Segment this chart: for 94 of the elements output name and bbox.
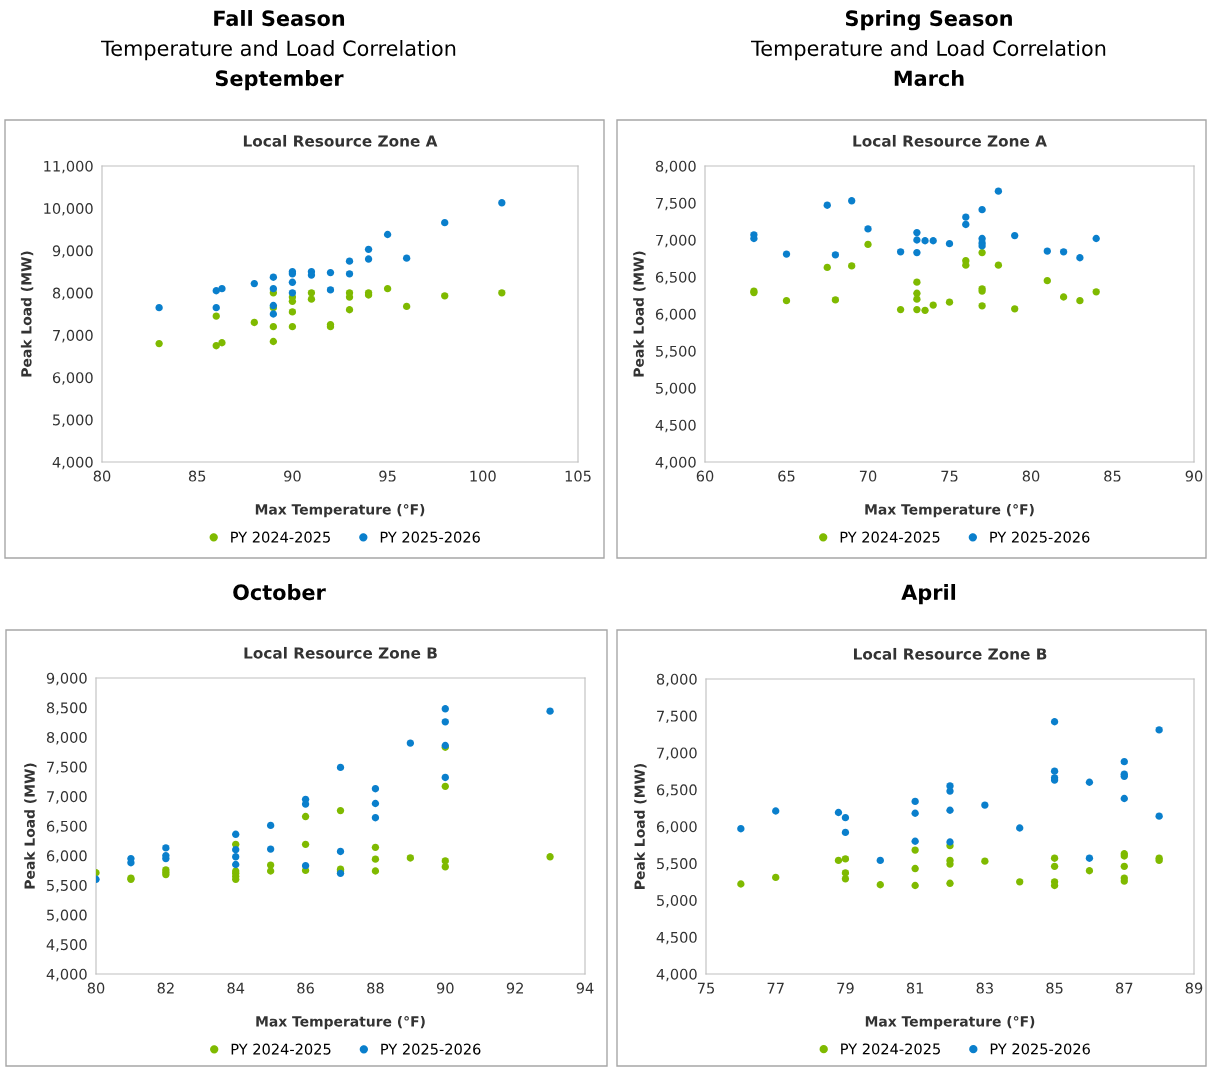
y-tick-label: 8,000 [655,160,696,174]
x-tick-label: 75 [697,982,714,994]
x-tick-label: 86 [297,982,314,994]
chart-title: Local Resource Zone B [244,646,437,659]
x-tick-label: 95 [379,470,396,482]
y-tick-label: 7,000 [657,747,697,760]
text: Spring Season [845,10,1012,31]
x-tick-label: 80 [93,470,111,482]
y-tick-label: 4,500 [655,419,696,433]
chart-title: Local Resource Zone A [853,134,1047,147]
y-tick-label: 9,000 [46,672,87,686]
y-tick-label: 6,000 [655,308,696,322]
x-tick-label: 60 [696,470,714,482]
y-tick-label: 4,000 [656,968,697,982]
x-tick-label: 81 [906,982,924,994]
y-tick-label: 5,000 [657,894,697,908]
y-tick-label: 5,500 [657,858,697,871]
y-tick-label: 6,000 [46,850,87,863]
legend-label: PY 2024-2025 [840,531,940,543]
legend-label: PY 2025-2026 [381,1043,481,1055]
y-tick-label: 4,500 [46,939,87,952]
x-tick-label: 80 [87,982,105,994]
y-tick-label: 8,000 [656,673,697,687]
x-tick-label: 90 [284,470,301,482]
x-tick-label: 77 [767,982,784,994]
y-tick-label: 8,500 [46,702,87,715]
x-tick-label: 85 [1104,470,1121,482]
y-axis-title: Peak Load (MW) [633,251,646,377]
y-tick-label: 7,500 [657,710,697,724]
text: March [894,70,964,87]
chart-title: Local Resource Zone A [243,134,438,147]
x-tick-label: 65 [778,470,795,482]
text: October [233,584,326,601]
y-tick-label: 5,500 [656,345,696,359]
x-tick-label: 87 [1116,982,1133,994]
y-tick-label: 5,000 [656,382,696,396]
y-tick-label: 7,000 [656,234,696,248]
y-tick-label: 5,000 [47,909,87,923]
y-tick-label: 6,500 [656,784,697,797]
y-tick-label: 5,000 [53,414,93,427]
y-tick-label: 4,000 [46,968,87,982]
legend-label: PY 2025-2026 [990,1043,1090,1055]
x-tick-label: 82 [157,982,174,994]
x-tick-label: 100 [470,470,496,482]
x-axis-title: Max Temperature (°F) [255,503,425,518]
x-tick-label: 90 [1185,470,1203,482]
text: September [215,70,344,91]
y-tick-label: 4,500 [656,931,697,945]
y-tick-label: 7,500 [47,761,87,775]
x-axis-title: Max Temperature (°F) [865,503,1034,518]
x-tick-label: 84 [227,982,245,994]
y-tick-label: 6,500 [46,820,87,834]
y-tick-label: 6,000 [52,372,93,385]
text: April [901,584,956,605]
y-tick-label: 7,000 [47,791,87,804]
y-axis-title: Peak Load (MW) [20,251,34,377]
x-tick-label: 75 [941,470,958,482]
y-axis-title: Peak Load (MW) [634,763,647,889]
x-tick-label: 85 [188,470,206,482]
x-tick-label: 105 [565,470,591,482]
x-tick-label: 85 [1046,982,1063,994]
y-tick-label: 8,000 [52,287,93,301]
x-axis-title: Max Temperature (°F) [256,1015,425,1030]
y-tick-label: 8,000 [46,731,87,745]
legend-label: PY 2024-2025 [231,531,330,543]
x-tick-label: 83 [976,982,993,994]
y-tick-label: 4,000 [52,456,93,470]
y-tick-label: 7,500 [656,197,696,211]
legend-label: PY 2025-2026 [990,531,1090,543]
y-tick-label: 6,000 [656,821,697,834]
y-tick-label: 10,000 [44,203,93,216]
legend-label: PY 2025-2026 [380,531,480,543]
x-tick-label: 92 [506,982,523,994]
x-tick-label: 94 [576,982,594,994]
legend-label: PY 2024-2025 [231,1043,331,1055]
text: Temperature and Load Correlation [101,40,456,61]
text: Fall Season [214,10,345,27]
x-tick-label: 80 [1022,470,1040,482]
y-tick-label: 11,000 [44,160,93,174]
x-tick-label: 90 [436,982,454,994]
y-tick-label: 5,500 [47,879,87,893]
chart-title: Local Resource Zone B [854,647,1047,660]
x-tick-label: 70 [859,470,877,482]
legend-label: PY 2024-2025 [841,1043,940,1055]
y-tick-label: 9,000 [52,245,93,258]
x-axis-title: Max Temperature (°F) [865,1015,1035,1030]
y-tick-label: 4,000 [655,456,696,470]
x-tick-label: 89 [1185,982,1203,994]
y-tick-label: 7,000 [53,329,93,343]
text: Temperature and Load Correlation [751,40,1106,61]
x-tick-label: 88 [367,982,384,994]
y-axis-title: Peak Load (MW) [24,763,37,889]
y-tick-label: 6,500 [655,271,696,285]
x-tick-label: 79 [837,982,854,994]
